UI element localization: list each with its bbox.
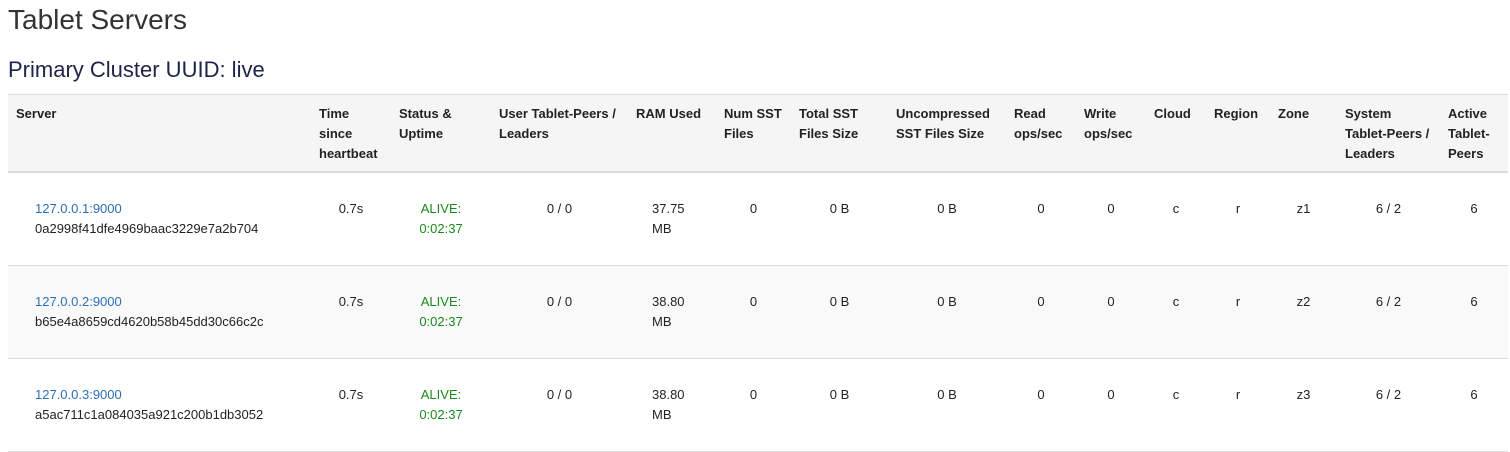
user-peers-cell: 0 / 0	[546, 201, 573, 216]
status-text: ALIVE:	[420, 386, 462, 402]
status-cell: ALIVE: 0:02:37	[391, 265, 491, 358]
ram-value: 37.75	[652, 201, 685, 216]
zone-cell: z2	[1296, 293, 1311, 309]
heartbeat-cell: 0.7s	[338, 293, 364, 309]
server-cell: 127.0.0.2:9000 b65e4a8659cd4620b58b45dd30…	[8, 265, 311, 358]
region-cell: r	[1235, 386, 1241, 402]
col-active-peers: Active Tablet-Peers	[1448, 106, 1490, 161]
write-ops-cell: 0	[1107, 386, 1115, 402]
cloud-cell: c	[1172, 386, 1180, 402]
total-sst-cell: 0 B	[829, 201, 850, 216]
page-title: Tablet Servers	[8, 4, 187, 35]
uptime-text: 0:02:37	[419, 313, 463, 329]
num-sst-cell: 0	[749, 293, 758, 309]
status-text: ALIVE:	[420, 293, 462, 309]
write-ops-cell: 0	[1107, 201, 1115, 216]
col-ram: RAM Used	[636, 106, 702, 121]
cluster-heading: Primary Cluster UUID: live	[8, 57, 265, 82]
table-row: 127.0.0.3:9000 a5ac711c1a084035a921c200b1…	[8, 358, 1508, 451]
active-peers-cell: 6	[1470, 293, 1478, 309]
write-ops-cell: 0	[1107, 293, 1115, 309]
col-total-sst: Total SST Files Size	[799, 106, 859, 141]
uncompressed-sst-cell: 0 B	[937, 386, 957, 402]
col-zone: Zone	[1278, 106, 1310, 121]
heartbeat-cell: 0.7s	[338, 386, 364, 402]
uncompressed-sst-cell: 0 B	[937, 293, 957, 309]
cloud-cell: c	[1172, 201, 1180, 216]
active-peers-cell: 6	[1470, 201, 1478, 216]
server-uuid: b65e4a8659cd4620b58b45dd30c66c2c	[35, 313, 264, 329]
server-uuid: a5ac711c1a084035a921c200b1db3052	[35, 406, 264, 422]
ram-cell: 37.75 MB	[628, 172, 716, 265]
col-user-peers: User Tablet-Peers / Leaders	[499, 106, 616, 141]
header-row: Server Time since heartbeat Status & Upt…	[8, 94, 1508, 172]
heartbeat-cell: 0.7s	[338, 201, 364, 216]
total-sst-cell: 0 B	[829, 293, 850, 309]
server-link[interactable]: 127.0.0.3:9000	[35, 386, 122, 402]
num-sst-cell: 0	[749, 201, 758, 216]
active-peers-cell: 6	[1470, 386, 1478, 402]
ram-value: 38.80	[652, 386, 685, 402]
read-ops-cell: 0	[1037, 386, 1045, 402]
tablet-servers-table: Server Time since heartbeat Status & Upt…	[8, 94, 1508, 452]
col-write-ops: Write ops/sec	[1084, 106, 1133, 141]
user-peers-cell: 0 / 0	[546, 386, 573, 402]
read-ops-cell: 0	[1037, 201, 1045, 216]
col-cloud: Cloud	[1154, 106, 1191, 121]
table-row: 127.0.0.2:9000 b65e4a8659cd4620b58b45dd30…	[8, 265, 1508, 358]
region-cell: r	[1235, 293, 1241, 309]
ram-unit: MB	[652, 313, 672, 329]
user-peers-cell: 0 / 0	[546, 293, 573, 309]
ram-cell: 38.80 MB	[628, 358, 716, 451]
server-cell: 127.0.0.1:9000 0a2998f41dfe4969baac3229e7…	[8, 172, 311, 265]
col-num-sst: Num SST Files	[724, 106, 782, 141]
col-server: Server	[16, 106, 57, 121]
cloud-cell: c	[1172, 293, 1180, 309]
col-region: Region	[1214, 106, 1259, 121]
system-peers-cell: 6 / 2	[1375, 293, 1402, 309]
col-heartbeat: Time since heartbeat	[319, 106, 378, 161]
col-status: Status & Uptime	[399, 106, 452, 141]
server-uuid: 0a2998f41dfe4969baac3229e7a2b704	[35, 221, 259, 236]
region-cell: r	[1235, 201, 1241, 216]
col-uncompressed-sst: Uncompressed SST Files Size	[896, 106, 990, 141]
ram-cell: 38.80 MB	[628, 265, 716, 358]
uptime-text: 0:02:37	[419, 406, 463, 422]
ram-unit: MB	[652, 221, 672, 236]
server-link[interactable]: 127.0.0.2:9000	[35, 293, 122, 309]
ram-unit: MB	[652, 406, 672, 422]
col-system-peers: System Tablet-Peers / Leaders	[1345, 106, 1430, 161]
status-cell: ALIVE: 0:02:37	[391, 172, 491, 265]
col-read-ops: Read ops/sec	[1014, 106, 1063, 141]
num-sst-cell: 0	[749, 386, 758, 402]
system-peers-cell: 6 / 2	[1375, 201, 1402, 216]
uptime-text: 0:02:37	[419, 221, 463, 236]
table-row: 127.0.0.1:9000 0a2998f41dfe4969baac3229e7…	[8, 172, 1508, 265]
status-text: ALIVE:	[420, 201, 462, 216]
total-sst-cell: 0 B	[829, 386, 850, 402]
zone-cell: z3	[1296, 386, 1311, 402]
server-link[interactable]: 127.0.0.1:9000	[35, 201, 122, 216]
read-ops-cell: 0	[1037, 293, 1045, 309]
ram-value: 38.80	[652, 293, 685, 309]
uncompressed-sst-cell: 0 B	[937, 201, 957, 216]
server-cell: 127.0.0.3:9000 a5ac711c1a084035a921c200b1…	[8, 358, 311, 451]
zone-cell: z1	[1296, 201, 1311, 216]
status-cell: ALIVE: 0:02:37	[391, 358, 491, 451]
system-peers-cell: 6 / 2	[1375, 386, 1402, 402]
